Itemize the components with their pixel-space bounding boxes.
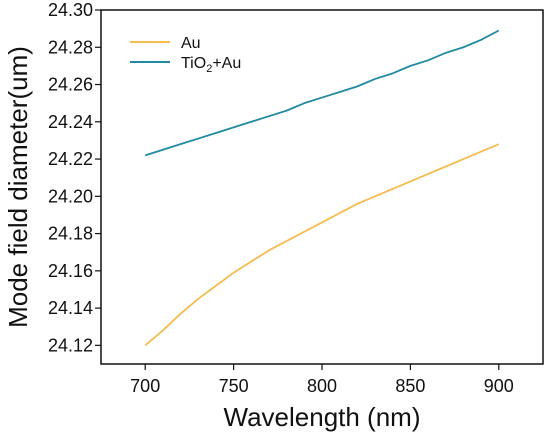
plot-frame <box>100 9 544 365</box>
series-lines <box>144 29 500 347</box>
x-tick-label: 750 <box>219 376 249 396</box>
legend: Au TiO2+Au <box>130 35 241 75</box>
x-tick-label: 900 <box>484 376 514 396</box>
y-tick-label: 24.16 <box>48 261 93 281</box>
x-tick-label: 700 <box>130 376 160 396</box>
y-tick-label: 24.24 <box>48 112 93 132</box>
y-tick-label: 24.30 <box>48 0 93 20</box>
y-tick-label: 24.18 <box>48 224 93 244</box>
y-tick-label: 24.12 <box>48 335 93 355</box>
x-tick-label: 800 <box>307 376 337 396</box>
legend-label-au: Au <box>181 35 201 52</box>
x-axis: 700 750 800 850 900 <box>130 364 514 396</box>
series-line-tio2-au <box>144 29 500 157</box>
y-tick-label: 24.20 <box>48 186 93 206</box>
y-axis: 24.12 24.14 24.16 24.18 24.20 24.22 24.24 24.26… <box>48 0 101 355</box>
y-axis-title: Mode field diameter(um) <box>3 46 33 328</box>
y-tick-label: 24.14 <box>48 298 93 318</box>
legend-label-tio2-au: TiO2+Au <box>181 55 241 75</box>
series-line-au <box>144 143 500 347</box>
x-axis-title: Wavelength (nm) <box>224 402 421 432</box>
y-tick-label: 24.26 <box>48 75 93 95</box>
y-tick-label: 24.22 <box>48 149 93 169</box>
x-tick-label: 850 <box>395 376 425 396</box>
y-tick-label: 24.28 <box>48 37 93 57</box>
